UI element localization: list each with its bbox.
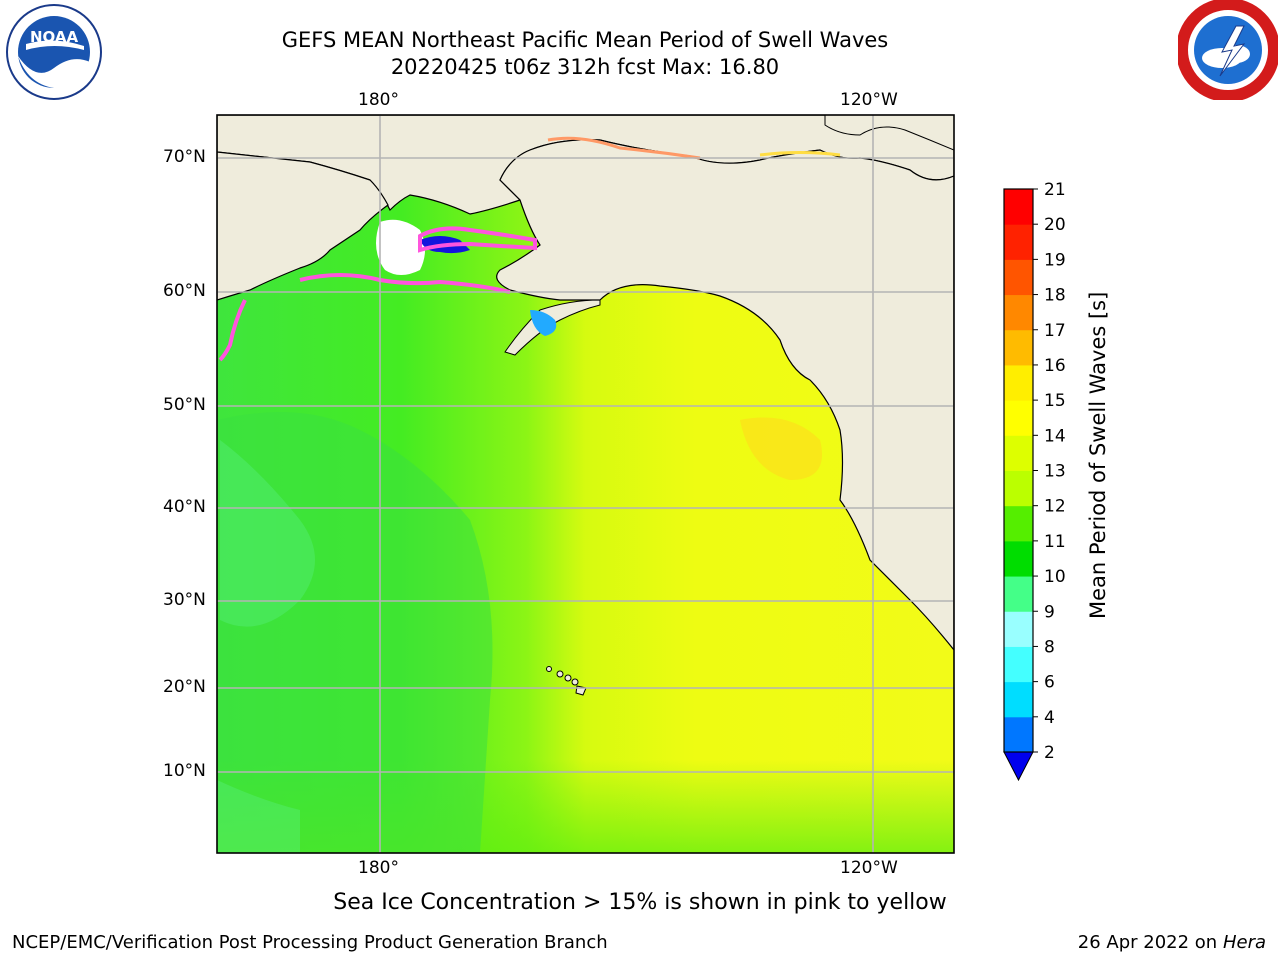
- sea-ice-cyan-patch: [530, 310, 557, 336]
- noaa-logo-text: NOAA: [30, 28, 79, 46]
- colorbar-segment: [1004, 364, 1033, 401]
- colorbar-segment: [1004, 329, 1033, 366]
- colorbar-segment: [1004, 294, 1033, 331]
- colorbar-extension: [1003, 751, 1034, 782]
- colorbar-tick-label: 4: [1044, 708, 1055, 728]
- map-frame: [216, 114, 955, 854]
- colorbar-tick-label: 8: [1044, 637, 1055, 657]
- colorbar-segment: [1004, 435, 1033, 471]
- colorbar-segment: [1004, 400, 1033, 436]
- lat-label-50n: 50°N: [163, 395, 206, 415]
- footer-credit: NCEP/EMC/Verification Post Processing Pr…: [12, 932, 608, 953]
- lon-label-top-2: 120°W: [840, 90, 898, 110]
- colorbar-tick-label: 20: [1044, 215, 1066, 235]
- colorbar-tick-label: 17: [1044, 321, 1066, 341]
- ocean-green-region: [217, 412, 493, 853]
- noaa-logo-icon: NOAA: [6, 4, 102, 100]
- chart-title: GEFS MEAN Northeast Pacific Mean Period …: [281, 28, 889, 52]
- colorbar-segment: [1004, 611, 1033, 647]
- lon-label-bottom-1: 180°: [358, 858, 399, 878]
- lat-label-10n: 10°N: [163, 761, 206, 781]
- colorbar-segment: [1004, 646, 1033, 683]
- lat-label-40n: 40°N: [163, 497, 206, 517]
- colorbar-tick-label: 10: [1044, 567, 1066, 587]
- colorbar-tick-label: 19: [1044, 250, 1066, 270]
- colorbar-tick-label: 21: [1044, 180, 1066, 200]
- national-weather-service-logo-icon: [1178, 0, 1278, 100]
- map-gridlines: [217, 115, 954, 853]
- chart-subtitle: 20220425 t06z 312h fcst Max: 16.80: [390, 55, 780, 79]
- lat-label-20n: 20°N: [163, 677, 206, 697]
- colorbar-tick-label: 16: [1044, 356, 1066, 376]
- sea-ice-pink-edge: [418, 226, 537, 253]
- colorbar-segment: [1004, 224, 1033, 260]
- colorbar-tick-label: 2: [1044, 743, 1055, 763]
- footer-date: 26 Apr 2022 on Hera: [1078, 932, 1266, 953]
- colorbar-tick-label: 14: [1044, 426, 1066, 446]
- footer-date-text: 26 Apr 2022 on: [1077, 932, 1223, 953]
- north-america-land: [496, 139, 954, 651]
- hawaii-islands: [546, 666, 587, 696]
- lon-label-top-1: 180°: [358, 90, 399, 110]
- lat-label-70n: 70°N: [163, 147, 206, 167]
- footer-host: Hera: [1222, 932, 1266, 953]
- colorbar-tick-label: 9: [1044, 602, 1055, 622]
- colorbar-segment: [1004, 716, 1033, 753]
- lon-label-bottom-2: 120°W: [840, 858, 898, 878]
- colorbar: 2 4 6 8 9 10 11 12 13 14 15 16 17 18 19 20 21: [1003, 180, 1066, 782]
- colorbar-segment: [1004, 576, 1033, 612]
- sea-ice-note: Sea Ice Concentration > 15% is shown in …: [333, 890, 947, 915]
- colorbar-tick-label: 15: [1044, 391, 1066, 411]
- colorbar-segment: [1004, 189, 1033, 225]
- colorbar-tick-label: 6: [1044, 673, 1055, 693]
- siberia-land: [217, 151, 389, 301]
- colorbar-tick-label: 13: [1044, 462, 1066, 482]
- colorbar-segment: [1004, 505, 1033, 542]
- colorbar-label: Mean Period of Swell Waves [s]: [1086, 291, 1110, 619]
- colorbar-segment: [1004, 540, 1033, 577]
- lat-label-60n: 60°N: [163, 281, 206, 301]
- colorbar-segment: [1004, 681, 1033, 718]
- colorbar-tick-label: 12: [1044, 497, 1066, 517]
- colorbar-tick-label: 18: [1044, 286, 1066, 306]
- lat-label-30n: 30°N: [163, 590, 206, 610]
- colorbar-segment: [1004, 470, 1033, 507]
- ocean-orange-region: [740, 417, 822, 480]
- bering-sea-ice-white: [376, 219, 425, 275]
- colorbar-tick-label: 11: [1044, 532, 1066, 552]
- colorbar-segment: [1004, 259, 1033, 296]
